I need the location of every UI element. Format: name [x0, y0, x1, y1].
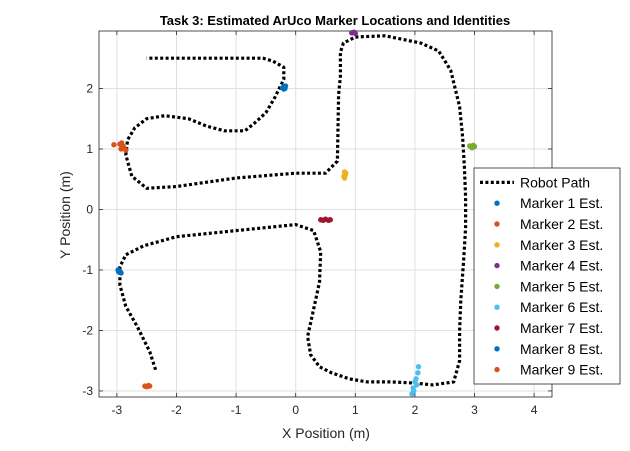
legend: Robot Path Marker 1 Est. Marker 2 Est. Mark… [473, 167, 621, 385]
legend-marker-6-est-label: Marker 6 Est. [520, 299, 603, 315]
y-tick-label: -2 [82, 323, 93, 337]
legend-marker-8-est-swatch [494, 346, 500, 352]
marker-9-est-point [146, 383, 153, 389]
legend-marker-9-est-label: Marker 9 Est. [520, 362, 603, 378]
marker-5-est-point [469, 145, 475, 151]
y-tick-label: 1 [86, 142, 93, 156]
x-tick-label: -1 [231, 403, 242, 417]
chart-title: Task 3: Estimated ArUco Marker Locations… [160, 13, 510, 28]
x-tick-label: 1 [352, 403, 359, 417]
legend-robot-path-label: Robot Path [520, 174, 590, 190]
legend-marker-5-est-label: Marker 5 Est. [520, 278, 603, 294]
x-tick-label: 4 [531, 403, 538, 417]
marker-6-est-point [413, 376, 419, 382]
legend-marker-2-est-label: Marker 2 Est. [520, 216, 603, 232]
marker-6-est-point [411, 388, 417, 394]
legend-marker-1-est-label: Marker 1 Est. [520, 195, 603, 211]
legend-marker-5-est-swatch [494, 283, 500, 290]
marker-2-est-point [118, 140, 125, 146]
legend-marker-4-est-label: Marker 4 Est. [520, 258, 603, 274]
marker-3-est-point [341, 173, 347, 179]
marker-7-est-point [327, 217, 333, 223]
legend-marker-3-est-label: Marker 3 Est. [520, 237, 603, 253]
marker-2-est-point [120, 144, 126, 150]
legend-marker-2-est-swatch [494, 221, 500, 227]
x-tick-label: -2 [171, 403, 182, 417]
marker-1-est-point [281, 86, 287, 92]
marker-4-est-point [352, 30, 359, 37]
x-tick-label: 2 [412, 403, 419, 417]
marker-2-est-point [111, 142, 117, 148]
x-axis-label: X Position (m) [282, 425, 370, 441]
legend-marker-1-est-swatch [494, 200, 500, 206]
legend-marker-8-est-label: Marker 8 Est. [520, 341, 603, 357]
y-tick-label: -3 [82, 384, 93, 398]
y-axis-label: Y Position (m) [57, 171, 73, 259]
marker-6-est-point [415, 370, 421, 376]
legend-marker-4-est-swatch [494, 262, 500, 269]
y-tick-label: 0 [86, 202, 93, 216]
marker-6-est-point [415, 364, 422, 370]
legend-marker-7-est-label: Marker 7 Est. [520, 320, 603, 336]
x-tick-label: 0 [292, 403, 299, 417]
x-tick-label: -3 [112, 403, 123, 417]
legend-marker-6-est-swatch [494, 304, 500, 310]
marker-8-est-point [115, 269, 122, 275]
legend-marker-9-est-swatch [494, 366, 500, 373]
legend-marker-7-est-swatch [494, 325, 500, 331]
y-tick-label: 2 [86, 81, 93, 95]
marker-6-est-point [413, 382, 420, 388]
y-tick-label: -1 [82, 263, 93, 277]
legend-marker-3-est-swatch [494, 242, 500, 248]
x-tick-label: 3 [471, 403, 478, 417]
